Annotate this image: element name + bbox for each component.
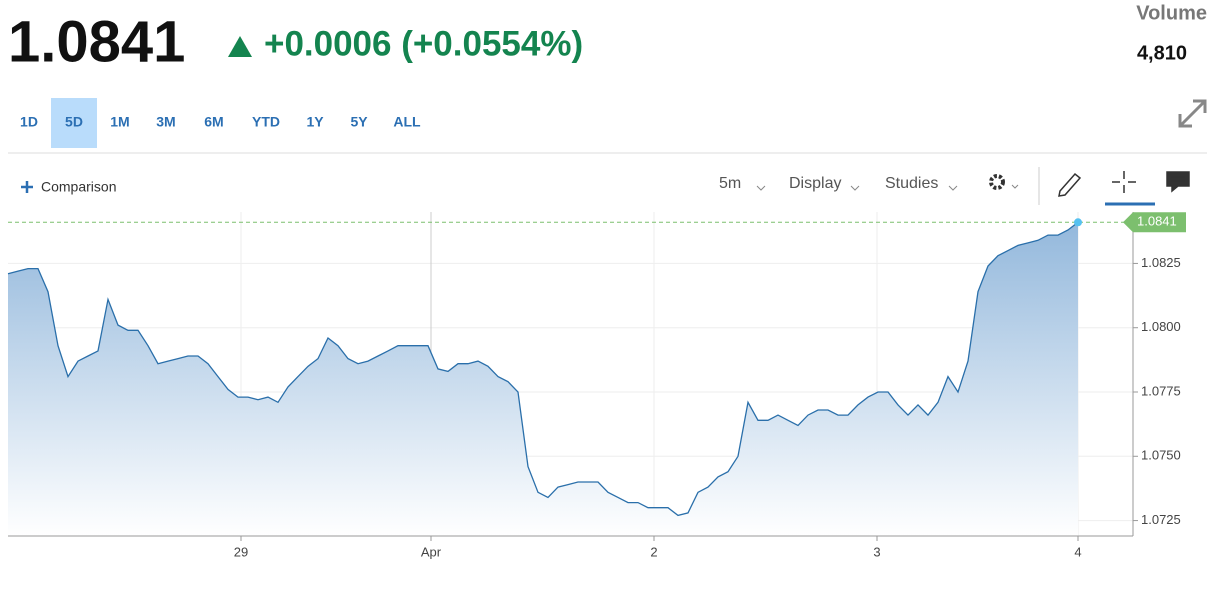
up-arrow — [228, 36, 252, 57]
x-tick-label: 29 — [234, 544, 248, 559]
comparison[interactable]: Comparison — [41, 179, 116, 195]
studies[interactable]: Studies — [885, 175, 938, 192]
range-button[interactable]: 1D — [20, 114, 38, 130]
range-button[interactable]: 1Y — [306, 114, 324, 130]
y-tick-label: 1.0825 — [1141, 255, 1181, 270]
change: +0.0006 (+0.0554%) — [264, 24, 583, 63]
plus-icon[interactable] — [21, 181, 33, 193]
comment-icon[interactable] — [1166, 171, 1190, 193]
range-bar: 1D 5D 1M 3M 6M YTD 1Y 5Y ALL — [20, 98, 421, 148]
range-button[interactable]: ALL — [393, 114, 421, 130]
price: 1.0841 — [8, 9, 185, 74]
volume: 4,810 — [1137, 42, 1187, 64]
last-price-label: 1.0841 — [1137, 214, 1177, 229]
range-button[interactable]: 5Y — [350, 114, 368, 130]
y-tick-label: 1.0800 — [1141, 319, 1181, 334]
y-tick-label: 1.0750 — [1141, 448, 1181, 463]
expand-icon[interactable] — [1178, 99, 1207, 128]
price-line — [7, 221, 1079, 517]
range-button[interactable]: 6M — [204, 114, 223, 130]
settings-icon[interactable] — [989, 174, 1005, 190]
range-button[interactable]: 3M — [156, 114, 175, 130]
last-price-badge — [1123, 212, 1186, 233]
range-button[interactable]: 5D — [65, 114, 83, 130]
caret — [756, 185, 766, 191]
range-button[interactable]: YTD — [252, 114, 280, 130]
active-range-bg — [51, 98, 97, 148]
x-tick-label: Apr — [421, 544, 442, 559]
draw-icon[interactable] — [1058, 172, 1082, 197]
interval[interactable]: 5m — [719, 175, 741, 192]
caret — [850, 185, 860, 191]
y-tick-label: 1.0725 — [1141, 512, 1181, 527]
crosshair-icon[interactable] — [1112, 171, 1136, 193]
display[interactable]: Display — [789, 175, 841, 192]
x-tick-label: 3 — [873, 544, 880, 559]
range-button[interactable]: 1M — [110, 114, 129, 130]
area — [8, 222, 1078, 537]
plot: 1.0725 1.0750 1.0775 1.0800 1.0825 29 Apr 2 3 4 1.… — [7, 212, 1186, 559]
volume-label: Volume — [1136, 2, 1207, 24]
last-point — [1074, 218, 1082, 227]
x-tick-label: 4 — [1074, 544, 1081, 559]
caret — [948, 185, 958, 191]
caret — [1011, 184, 1019, 189]
y-tick-label: 1.0775 — [1141, 383, 1181, 398]
x-tick-label: 2 — [650, 544, 657, 559]
